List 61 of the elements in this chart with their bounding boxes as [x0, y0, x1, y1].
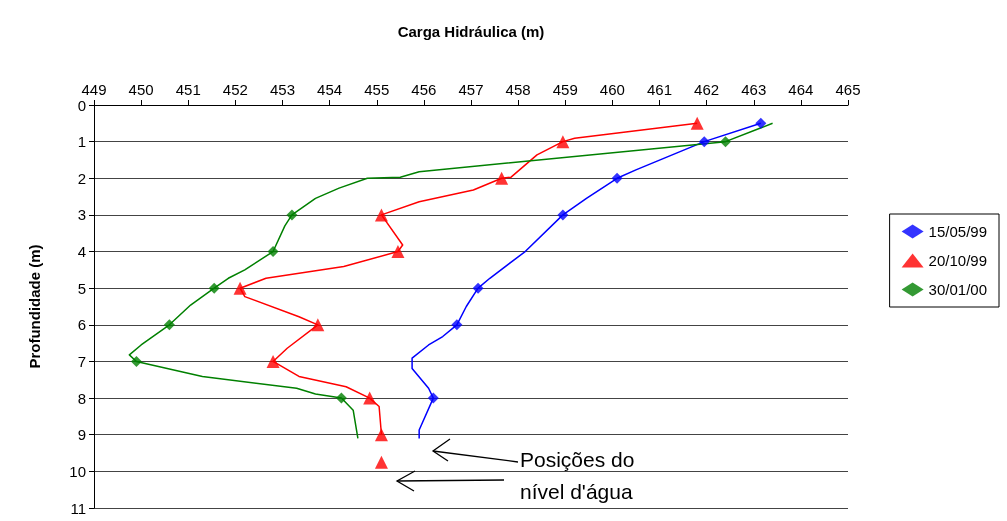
x-tick-label: 452: [222, 81, 248, 98]
y-tick-label: 1: [77, 133, 86, 151]
point: [427, 392, 439, 404]
point: [374, 428, 388, 442]
y-tick-label: 11: [70, 499, 86, 517]
y-tick-label: 5: [77, 279, 86, 297]
x-tick-label: 465: [835, 81, 861, 98]
point: [208, 282, 220, 294]
point: [472, 282, 484, 294]
legend-label: 30/01/00: [928, 281, 987, 298]
annotation: Posições do nível d'água: [520, 447, 641, 503]
y-tick-label: 3: [77, 206, 86, 224]
point: [374, 208, 388, 222]
point: [311, 318, 325, 332]
point: [719, 136, 731, 148]
legend-label: 20/10/99: [928, 252, 987, 269]
x-tick-label: 458: [505, 81, 531, 98]
x-tick-label: 450: [128, 81, 154, 98]
x-tick-label: 453: [269, 81, 296, 98]
line-series: [128, 122, 774, 440]
point: [698, 136, 710, 148]
point: [363, 391, 377, 405]
point: [286, 209, 298, 221]
y-tick-label: 4: [77, 243, 86, 261]
x-tick-label: 462: [694, 81, 720, 98]
y-tick-label: 7: [77, 352, 86, 370]
x-tick-label: 455: [364, 81, 390, 98]
y-axis-title: Profundidade (m): [26, 244, 43, 369]
x-tick-label: 461: [646, 81, 673, 98]
point: [335, 392, 347, 404]
x-tick-label: 459: [552, 81, 578, 98]
y-tick-label: 8: [77, 389, 86, 407]
x-tick-label: 449: [81, 81, 107, 98]
y-tick-label: 6: [77, 316, 86, 334]
y-tick-label: 0: [77, 96, 86, 114]
point: [556, 135, 570, 149]
x-tick-label: 463: [741, 81, 767, 98]
point: [495, 171, 509, 185]
x-tick-label: 451: [175, 81, 201, 98]
x-tick-label: 457: [458, 81, 484, 98]
y-tick-label: 2: [77, 169, 86, 187]
y-tick-label: 9: [77, 426, 86, 444]
x-tick-label: 454: [317, 81, 343, 98]
point: [391, 245, 405, 259]
point: [557, 209, 569, 221]
point: [755, 117, 767, 129]
x-tick-label: 464: [788, 81, 814, 98]
point: [374, 455, 388, 469]
point: [690, 116, 704, 130]
point: [130, 355, 142, 367]
point: [611, 172, 623, 184]
y-tick-label: 10: [69, 462, 86, 480]
x-tick-label: 456: [411, 81, 437, 98]
x-tick-label: 460: [599, 81, 625, 98]
point: [451, 319, 463, 331]
point: [266, 354, 280, 368]
point: [163, 319, 175, 331]
point: [233, 281, 247, 295]
x-axis-title: Carga Hidráulica (m): [397, 23, 545, 40]
point: [267, 246, 279, 258]
legend-label: 15/05/99: [928, 223, 987, 240]
